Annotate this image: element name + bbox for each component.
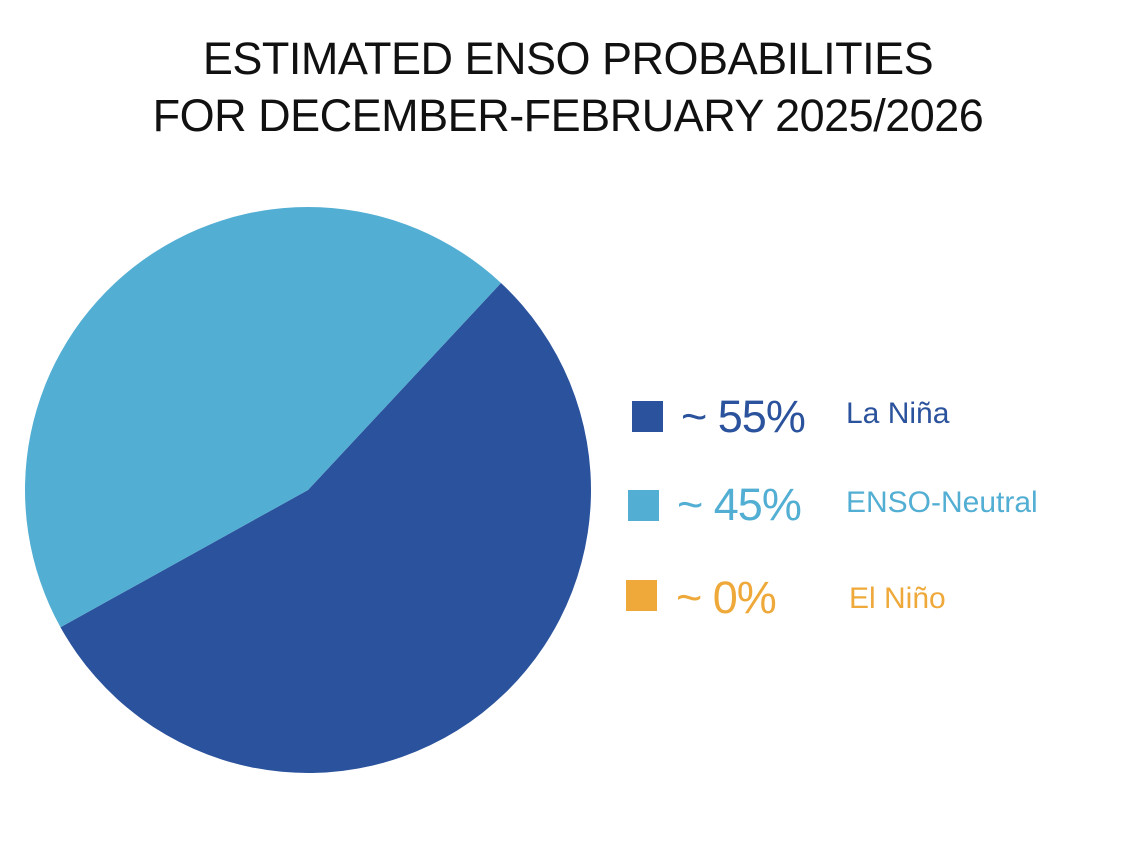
- legend-label-enso-neutral: ENSO-Neutral: [846, 486, 1038, 519]
- chart-title-line-2: FOR DECEMBER-FEBRUARY 2025/2026: [152, 90, 984, 141]
- chart-title-line-1: ESTIMATED ENSO PROBABILITIES: [202, 33, 934, 84]
- legend-label-el-nino: El Niño: [849, 582, 946, 615]
- legend-swatch-la-nina: [632, 401, 663, 432]
- pie-slice-la-nina: [60, 283, 592, 774]
- legend-value-el-nino: ~ 0%: [676, 572, 777, 623]
- legend-swatch-enso-neutral: [628, 490, 659, 521]
- legend-swatch-el-nino: [626, 580, 657, 611]
- chart-title: ESTIMATED ENSO PROBABILITIES FOR DECEMBE…: [0, 30, 1124, 144]
- legend-label-la-nina: La Niña: [846, 397, 950, 430]
- pie-slice-enso-neutral: [25, 207, 502, 628]
- legend-value-enso-neutral: ~ 45%: [677, 479, 802, 530]
- legend-value-la-nina: ~ 55%: [681, 391, 806, 442]
